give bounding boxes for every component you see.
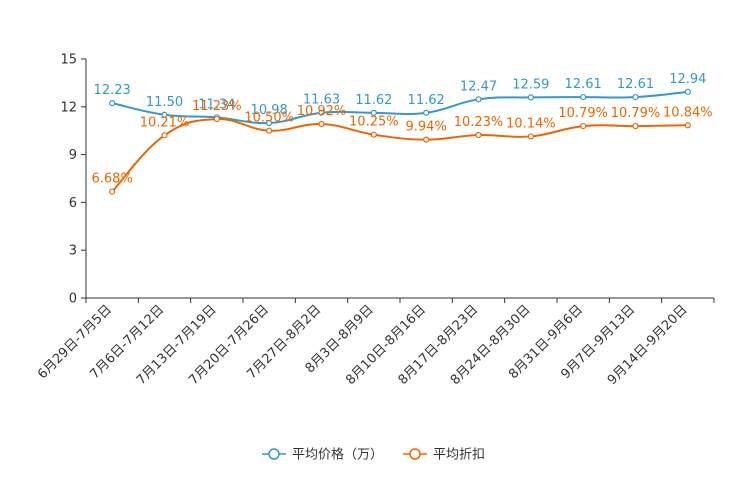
y-axis-ticks: 0 3 6 9 12 15 xyxy=(60,53,86,307)
data-point[interactable] xyxy=(475,96,482,103)
data-label: 11.23% xyxy=(192,99,242,114)
y-tick-label: 9 xyxy=(69,148,77,163)
data-point[interactable] xyxy=(370,109,377,116)
data-point[interactable] xyxy=(213,115,220,123)
legend-label: 平均价格（万） xyxy=(292,447,383,463)
data-label: 11.62 xyxy=(355,93,392,108)
data-label: 9.94% xyxy=(406,120,447,135)
data-point[interactable] xyxy=(423,109,430,116)
y-tick-label: 15 xyxy=(60,53,77,68)
data-label: 12.59 xyxy=(512,77,549,92)
data-label: 10.23% xyxy=(454,115,504,130)
data-label: 6.68% xyxy=(92,172,133,187)
data-labels: 12.23 11.50 11.34 10.98 11.63 11.62 11.62 12.47… xyxy=(92,72,713,187)
legend-marker-icon xyxy=(268,448,280,460)
y-tick-label: 0 xyxy=(69,292,77,307)
data-point[interactable] xyxy=(423,136,430,143)
data-point[interactable] xyxy=(161,111,168,118)
data-point[interactable] xyxy=(266,127,273,134)
data-point[interactable] xyxy=(318,120,325,128)
data-point[interactable] xyxy=(527,94,534,101)
data-point[interactable] xyxy=(527,133,534,140)
data-label: 12.61 xyxy=(565,77,602,92)
legend-marker-icon xyxy=(409,448,421,460)
legend-item-2[interactable]: 平均折扣 xyxy=(403,448,485,463)
data-label: 10.14% xyxy=(506,116,556,131)
data-label: 12.61 xyxy=(617,77,654,92)
data-label: 12.94 xyxy=(669,72,706,87)
data-label: 10.50% xyxy=(244,111,294,126)
legend-label: 平均折扣 xyxy=(433,448,485,463)
data-label: 12.23 xyxy=(94,83,131,98)
data-point[interactable] xyxy=(684,88,691,95)
data-label: 11.34 xyxy=(198,97,235,112)
data-point[interactable] xyxy=(109,100,116,107)
data-point[interactable] xyxy=(632,93,639,101)
data-label: 10.92% xyxy=(297,104,347,119)
data-label: 10.84% xyxy=(663,105,713,120)
series-lines xyxy=(111,90,688,193)
x-axis-ticks: 6月29日-7月5日7月6日-7月12日7月13日-7月19日7月20日-7月2… xyxy=(35,298,715,388)
data-point[interactable] xyxy=(580,93,587,101)
data-point[interactable] xyxy=(632,122,639,130)
series-line-1 xyxy=(111,90,688,125)
y-tick-label: 6 xyxy=(69,196,77,211)
data-label: 10.21% xyxy=(140,115,190,130)
data-label: 11.63 xyxy=(303,93,340,108)
series-line-2 xyxy=(111,118,688,193)
data-label: 10.79% xyxy=(611,106,661,121)
data-point[interactable] xyxy=(109,188,116,195)
data-point[interactable] xyxy=(580,122,587,130)
y-tick-label: 3 xyxy=(69,244,77,259)
data-label: 12.47 xyxy=(460,79,497,94)
data-point[interactable] xyxy=(161,132,168,139)
data-label: 10.25% xyxy=(349,115,399,130)
y-tick-label: 12 xyxy=(60,100,77,115)
data-label: 10.98 xyxy=(251,103,288,118)
legend-item-1[interactable]: 平均价格（万） xyxy=(262,447,383,463)
data-point[interactable] xyxy=(370,131,377,138)
data-label: 11.62 xyxy=(408,93,445,108)
data-point[interactable] xyxy=(684,122,691,129)
data-point[interactable] xyxy=(266,119,273,127)
data-point[interactable] xyxy=(475,131,482,139)
series-points xyxy=(109,88,691,195)
data-label: 10.79% xyxy=(558,106,608,121)
data-point[interactable] xyxy=(318,109,325,116)
legend[interactable]: 平均价格（万） 平均折扣 xyxy=(262,447,485,463)
data-label: 11.50 xyxy=(146,95,183,110)
